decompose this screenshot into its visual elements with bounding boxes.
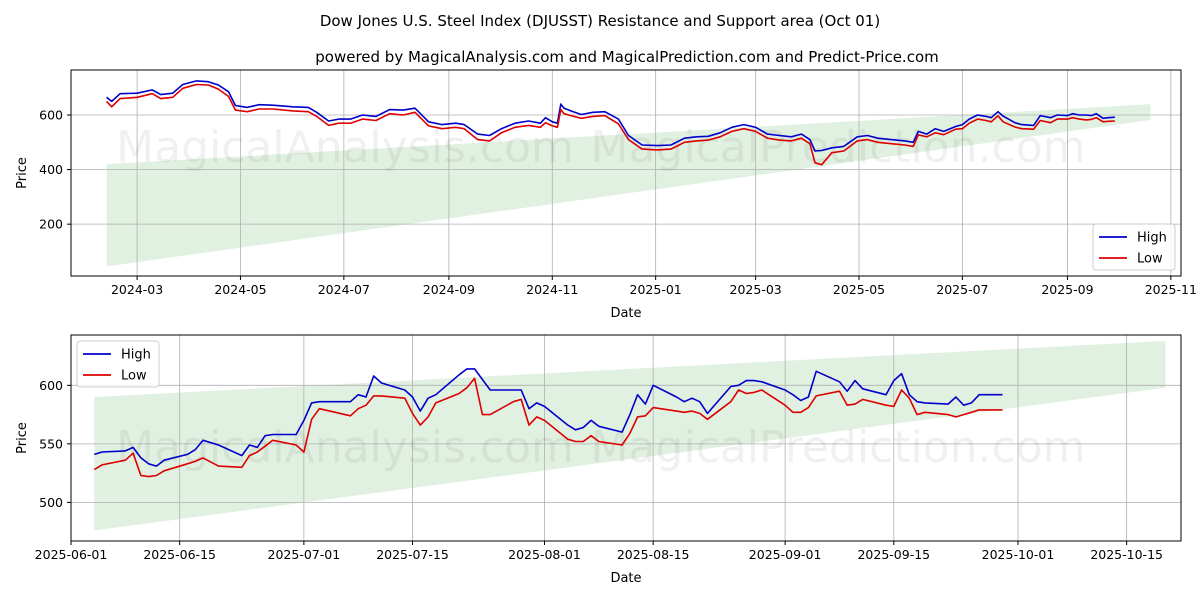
x-tick-label: 2025-07 (936, 282, 988, 297)
x-axis-label: Date (610, 306, 641, 321)
chart-title: Dow Jones U.S. Steel Index (DJUSST) Resi… (320, 12, 880, 30)
watermark-left: MagicalAnalysis.com (116, 422, 574, 473)
x-tick-label: 2025-06-15 (143, 547, 216, 562)
y-axis-label: Price (15, 422, 30, 454)
x-tick-label: 2025-01 (630, 282, 682, 297)
y-axis-label: Price (15, 157, 30, 189)
resistance-support-band (106, 104, 1151, 267)
top-chart-panel: MagicalAnalysis.com MagicalPrediction.com… (15, 69, 1197, 321)
watermark-left: MagicalAnalysis.com (116, 122, 574, 173)
x-tick-label: 2025-09-15 (857, 547, 930, 562)
plot-frame (70, 334, 1182, 542)
x-tick-label: 2025-06-01 (35, 547, 108, 562)
x-tick-label: 2025-10-15 (1090, 547, 1163, 562)
x-tick-label: 2025-03 (730, 282, 782, 297)
y-tick-label: 400 (39, 162, 63, 177)
x-tick-label: 2024-07 (318, 282, 370, 297)
x-tick-label: 2024-03 (111, 282, 163, 297)
high-series-line (106, 80, 1115, 152)
y-tick-label: 600 (39, 378, 63, 393)
x-tick-label: 2025-05 (833, 282, 885, 297)
high-series-line (94, 368, 1003, 467)
x-tick-label: 2025-07-01 (268, 547, 341, 562)
low-legend-label: Low (121, 369, 147, 384)
x-tick-label: 2024-09 (423, 282, 475, 297)
x-tick-label: 2025-08-15 (617, 547, 690, 562)
x-tick-label: 2025-10-01 (982, 547, 1055, 562)
high-legend-label: High (121, 348, 151, 363)
resistance-support-band (94, 340, 1166, 531)
plot-frame (70, 69, 1182, 277)
watermark-right: MagicalPrediction.com (591, 422, 1086, 473)
bottom-chart-panel: MagicalAnalysis.com MagicalPrediction.com… (15, 334, 1182, 586)
low-series-line (106, 83, 1115, 166)
x-tick-label: 2024-11 (526, 282, 578, 297)
x-tick-label: 2025-09 (1041, 282, 1093, 297)
low-legend-label: Low (1137, 252, 1163, 267)
x-tick-label: 2024-05 (214, 282, 266, 297)
x-tick-label: 2025-09-01 (749, 547, 822, 562)
y-tick-label: 600 (39, 108, 63, 123)
x-tick-label: 2025-08-01 (508, 547, 581, 562)
high-legend-label: High (1137, 231, 1167, 246)
y-tick-label: 500 (39, 495, 63, 510)
chart-subtitle: powered by MagicalAnalysis.com and Magic… (315, 48, 939, 66)
x-axis-label: Date (610, 571, 641, 586)
y-tick-label: 550 (39, 436, 63, 451)
low-series-line (93, 377, 1003, 478)
x-tick-label: 2025-11 (1145, 282, 1197, 297)
x-tick-label: 2025-07-15 (376, 547, 449, 562)
y-tick-label: 200 (39, 217, 63, 232)
